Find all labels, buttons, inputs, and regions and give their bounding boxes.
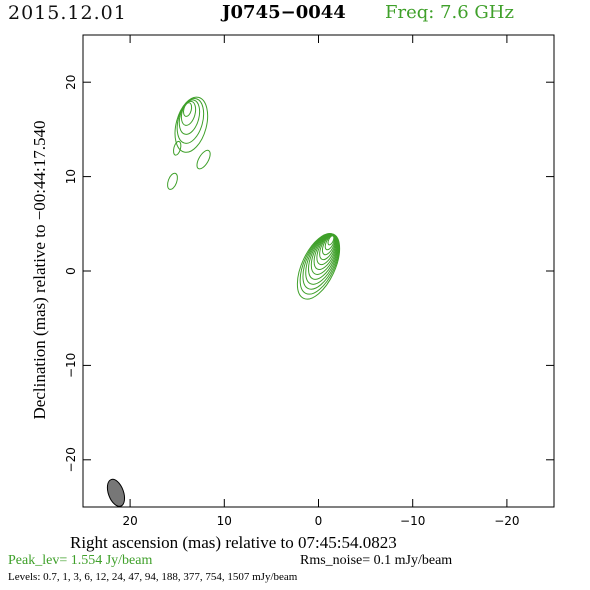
x-tick-label: 10 <box>217 514 232 528</box>
y-tick-label: 20 <box>64 75 78 90</box>
axis-ticks: 20 10 0 −10 −20 20 10 0 −10 −20 <box>64 35 554 528</box>
x-tick-label: −10 <box>400 514 425 528</box>
contour-jet-knot-1-level-5 <box>183 102 193 117</box>
contour-jet-knot-3-level-1 <box>173 140 182 156</box>
contour-levels: Levels: 0.7, 1, 3, 6, 12, 24, 47, 94, 18… <box>8 571 298 583</box>
contour-jet-knot-1-level-3 <box>178 99 201 135</box>
plot-frame <box>82 34 555 508</box>
rms-noise: Rms_noise= 0.1 mJy/beam <box>300 553 453 568</box>
x-tick-label: 20 <box>122 514 137 528</box>
source-name: J0745−0044 <box>222 2 346 23</box>
contour-jet-knot-2-level-1 <box>167 172 178 190</box>
contour-jet-tail-level-1 <box>196 149 211 170</box>
x-axis-label: Right ascension (mas) relative to 07:45:… <box>70 533 397 552</box>
y-tick-label: 10 <box>64 169 78 184</box>
y-tick-label: 0 <box>64 267 78 275</box>
contour-jet-knot-1-level-2 <box>176 98 205 144</box>
observation-date: 2015.12.01 <box>8 2 127 24</box>
y-tick-label: −20 <box>64 447 78 472</box>
contour-core-level-12 <box>327 235 335 246</box>
frequency-label: Freq: 7.6 GHz <box>385 2 514 23</box>
x-tick-label: −20 <box>494 514 519 528</box>
contour-jet-knot-1-level-1 <box>174 96 209 153</box>
x-tick-label: 0 <box>315 514 323 528</box>
contour-jet-knot-1-level-4 <box>180 100 197 126</box>
y-tick-label: −10 <box>64 353 78 378</box>
peak-level: Peak_lev= 1.554 Jy/beam <box>8 553 153 568</box>
beam-ellipse <box>106 478 126 507</box>
y-axis-label: Declination (mas) relative to −00:44:17.… <box>30 120 49 420</box>
contour-group <box>106 96 341 507</box>
